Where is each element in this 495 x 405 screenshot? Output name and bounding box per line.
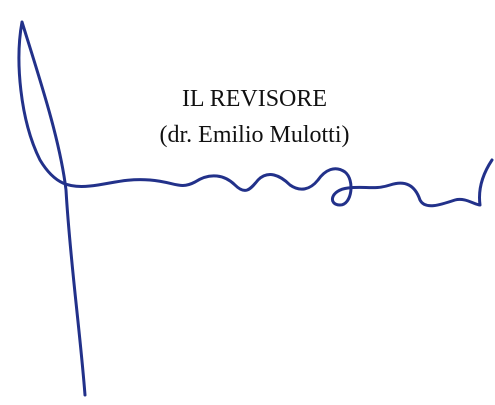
signer-name: (dr. Emilio Mulotti) — [159, 122, 350, 148]
signer-title: IL REVISORE — [181, 86, 328, 112]
signature-stroke — [17, 20, 494, 397]
